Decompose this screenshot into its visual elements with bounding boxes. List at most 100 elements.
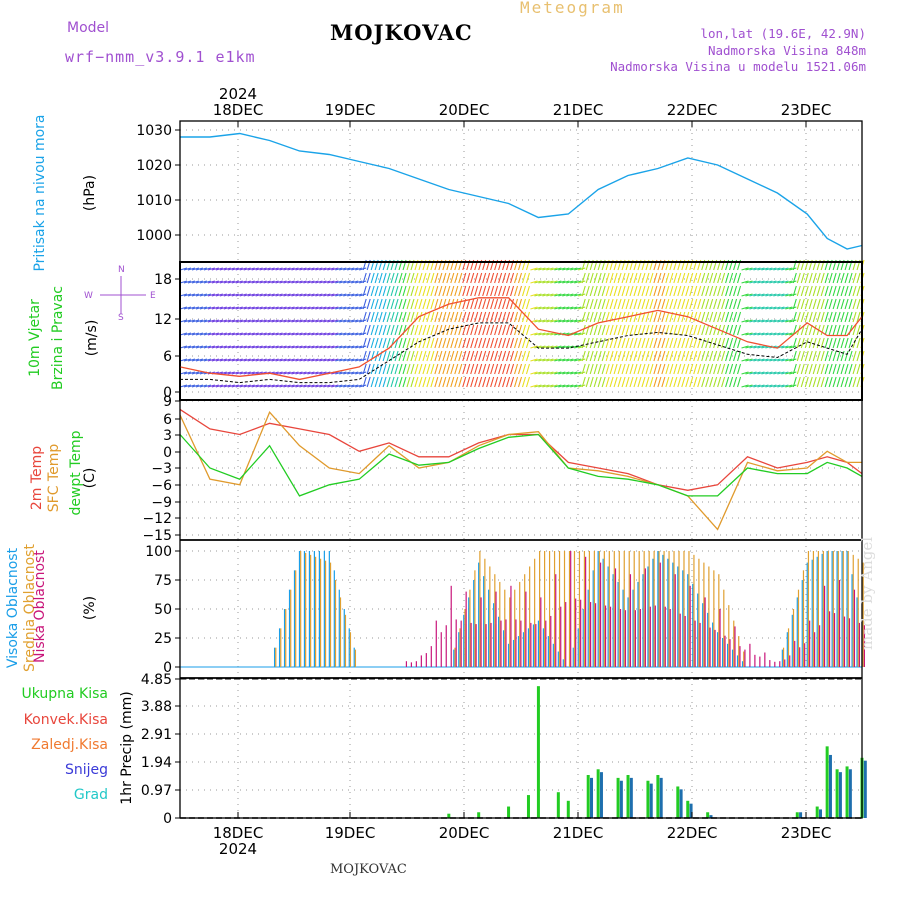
- wind-arrow: [848, 272, 853, 284]
- wind-arrow: [215, 267, 223, 271]
- model-name: wrf−nmm_v3.9.1 e1km: [65, 48, 256, 66]
- wind-arrow: [450, 376, 455, 388]
- wind-arrow: [657, 363, 662, 375]
- wind-arrow: [199, 358, 208, 362]
- wind-arrow: [517, 311, 523, 323]
- wind-arrow: [351, 293, 359, 297]
- wind-arrow: [832, 285, 837, 297]
- wind-arrow: [605, 376, 610, 388]
- wind-arrow: [442, 324, 447, 336]
- wind-arrow: [235, 293, 243, 297]
- wind-arrow: [629, 337, 634, 349]
- wind-arrow: [339, 358, 347, 362]
- wind-arrow: [605, 272, 610, 284]
- wind-arrow: [410, 376, 415, 388]
- wind-arrow: [283, 384, 291, 388]
- wind-arrow: [578, 332, 586, 336]
- wind-title-line2: Brzina i Pravac: [50, 286, 66, 390]
- wind-arrow: [765, 371, 773, 375]
- precip-bar-snow: [709, 815, 713, 818]
- wind-arrow: [378, 376, 383, 388]
- wind-arrow: [370, 324, 375, 336]
- wind-arrow: [227, 306, 235, 310]
- wind-arrow: [820, 298, 825, 310]
- wind-arrow: [183, 280, 192, 284]
- footer-station: MOJKOVAC: [330, 862, 407, 877]
- wind-arrow: [554, 306, 562, 310]
- wind-arrow: [617, 350, 622, 362]
- wind-arrow: [840, 376, 845, 388]
- wind-arrow: [287, 345, 295, 349]
- wind-arrow: [347, 358, 355, 362]
- wind-arrow: [566, 293, 574, 297]
- wind-arrow: [737, 324, 742, 336]
- wind-arrow: [362, 350, 367, 362]
- wind-arrow: [693, 337, 698, 349]
- wind-arrow: [542, 332, 550, 336]
- wind-arrow: [641, 272, 646, 284]
- wind-arrow: [267, 332, 275, 336]
- wind-arrow: [593, 376, 598, 388]
- wind-arrow: [355, 345, 363, 349]
- wind-arrow: [705, 324, 710, 336]
- wind-arrow: [574, 306, 582, 310]
- wind-arrow: [382, 376, 387, 388]
- wind-arrow: [562, 358, 570, 362]
- wind-arrow: [378, 285, 383, 297]
- wind-arrow: [530, 267, 538, 271]
- wind-arrow: [327, 293, 335, 297]
- wind-arrow: [621, 285, 626, 297]
- precip-bar-snow: [659, 777, 663, 818]
- wind-arrow: [287, 293, 295, 297]
- wind-arrow: [685, 272, 690, 284]
- wind-arrow: [785, 332, 793, 336]
- wind-arrow: [681, 363, 686, 375]
- wind-arrow: [398, 285, 403, 297]
- wind-arrow: [223, 267, 231, 271]
- wind-arrow: [303, 358, 311, 362]
- wind-arrow: [804, 285, 809, 297]
- wind-arrow: [187, 384, 196, 388]
- wind-arrow: [478, 285, 483, 297]
- wind-arrow: [223, 306, 231, 310]
- wind-arrow: [259, 267, 267, 271]
- wind-arrow: [781, 267, 789, 271]
- precip-legend-hail: Grad: [73, 787, 108, 803]
- wind-arrow: [558, 319, 566, 323]
- wind-arrow: [219, 267, 227, 271]
- precip-bar-total: [795, 812, 799, 818]
- wind-arrow: [578, 384, 586, 388]
- wind-arrow: [613, 376, 618, 388]
- wind-arrow: [442, 272, 447, 284]
- wind-arrow: [490, 298, 495, 310]
- wind-arrow: [725, 376, 730, 388]
- wind-arrow: [721, 376, 726, 388]
- wind-arrow: [701, 272, 706, 284]
- wind-arrow: [335, 306, 343, 310]
- wind-arrow: [554, 267, 562, 271]
- precip-bar-total: [835, 769, 839, 818]
- wind-arrow: [347, 371, 355, 375]
- wind-arrow: [478, 311, 483, 323]
- wind-arrow: [517, 350, 523, 362]
- wind-arrow: [303, 267, 311, 271]
- wind-arrow: [773, 384, 781, 388]
- wind-arrow: [840, 350, 845, 362]
- wind-arrow: [562, 371, 570, 375]
- wind-arrow: [239, 332, 247, 336]
- wind-arrow: [796, 285, 801, 297]
- wind-arrow: [820, 272, 825, 284]
- wind-arrow: [219, 306, 227, 310]
- bottom-day-label: 21DEC: [553, 824, 604, 842]
- wind-arrow: [824, 311, 829, 323]
- wind-arrow: [609, 285, 614, 297]
- wind-arrow: [462, 311, 467, 323]
- wind-arrow: [777, 384, 785, 388]
- wind-arrow: [677, 285, 682, 297]
- wind-arrow: [458, 298, 463, 310]
- wind-arrow: [685, 363, 690, 375]
- wind-arrow: [661, 363, 666, 375]
- wind-arrow: [215, 332, 223, 336]
- wind-arrow: [466, 363, 471, 375]
